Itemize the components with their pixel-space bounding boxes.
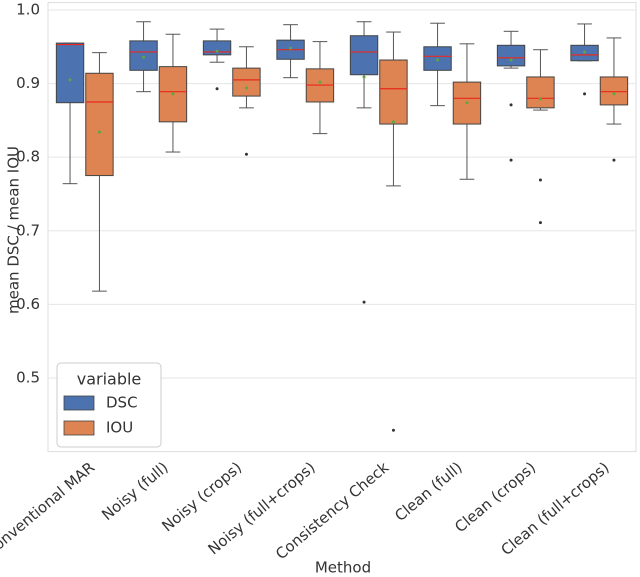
box-group bbox=[599, 37, 629, 162]
y-tick-label: 0.5 bbox=[16, 368, 40, 386]
outlier bbox=[509, 103, 513, 107]
mean bbox=[362, 75, 366, 79]
box-group bbox=[85, 52, 114, 292]
outlier bbox=[538, 178, 542, 182]
box bbox=[232, 67, 261, 97]
mean bbox=[244, 86, 248, 90]
mean bbox=[436, 58, 440, 62]
legend-swatch bbox=[63, 395, 95, 411]
box-group bbox=[379, 31, 408, 432]
legend-swatch bbox=[63, 420, 95, 436]
legend-label: IOU bbox=[106, 419, 133, 437]
legend-label: DSC bbox=[106, 394, 138, 412]
x-tick-label: Conventional MAR bbox=[0, 458, 98, 560]
y-tick-label: 0.7 bbox=[16, 221, 40, 239]
box bbox=[349, 35, 379, 76]
y-tick-label: 0.6 bbox=[16, 295, 40, 313]
outlier bbox=[215, 87, 219, 91]
outlier bbox=[509, 158, 513, 162]
mean bbox=[318, 80, 322, 84]
outlier bbox=[583, 92, 587, 96]
box bbox=[526, 76, 555, 109]
outlier bbox=[538, 221, 542, 225]
box-group bbox=[158, 33, 188, 153]
box-group bbox=[349, 21, 379, 304]
box-group bbox=[202, 28, 232, 91]
mean bbox=[289, 46, 293, 50]
legend: variable DSC IOU bbox=[56, 362, 162, 448]
mean bbox=[538, 97, 542, 101]
mean bbox=[509, 58, 513, 62]
box-group bbox=[526, 49, 555, 225]
box-group bbox=[496, 30, 526, 162]
mean bbox=[68, 78, 72, 82]
outlier bbox=[362, 300, 366, 304]
mean bbox=[142, 55, 146, 59]
box bbox=[85, 72, 114, 177]
mean bbox=[97, 130, 101, 134]
box bbox=[55, 42, 85, 104]
box-group bbox=[276, 24, 305, 79]
box bbox=[379, 59, 408, 125]
legend-title: variable bbox=[77, 370, 142, 389]
x-tick-label: Noisy (full) bbox=[98, 458, 172, 524]
mean bbox=[215, 49, 219, 53]
box-group bbox=[452, 43, 482, 180]
box-group bbox=[232, 46, 261, 156]
mean bbox=[465, 101, 469, 105]
box-group bbox=[570, 23, 599, 96]
box bbox=[496, 44, 526, 67]
box-group bbox=[423, 22, 452, 107]
x-axis-label: Method bbox=[315, 559, 371, 577]
outlier bbox=[612, 158, 616, 162]
y-axis-label: mean DSC / mean IOU bbox=[5, 146, 23, 314]
box bbox=[599, 76, 629, 106]
outlier bbox=[244, 152, 248, 156]
box bbox=[202, 40, 232, 56]
y-tick-label: 1.0 bbox=[16, 0, 40, 18]
box-group bbox=[55, 42, 85, 185]
outlier bbox=[391, 428, 395, 432]
mean bbox=[612, 92, 616, 96]
mean bbox=[391, 120, 395, 124]
box-group bbox=[305, 41, 335, 135]
mean bbox=[583, 50, 587, 54]
y-tick-label: 0.9 bbox=[16, 74, 40, 92]
y-tick-label: 0.8 bbox=[16, 148, 40, 166]
box-group bbox=[129, 21, 158, 93]
x-tick-label: Clean (full) bbox=[391, 458, 466, 525]
box bbox=[129, 40, 158, 71]
mean bbox=[171, 92, 175, 96]
